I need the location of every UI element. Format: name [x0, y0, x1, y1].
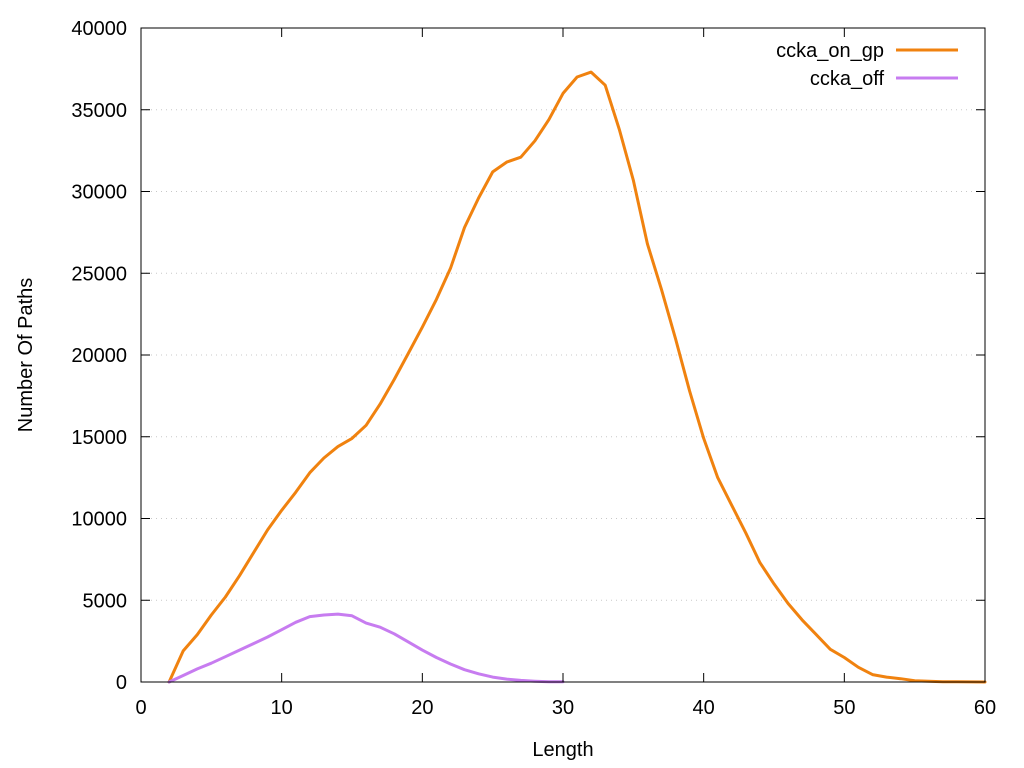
x-tick-label: 50 — [833, 697, 855, 719]
y-tick-label: 10000 — [71, 509, 127, 531]
plot-frame — [140, 27, 986, 683]
y-tick-label: 20000 — [71, 345, 127, 367]
x-tick-label: 40 — [693, 697, 715, 719]
x-axis-label: Length — [532, 739, 593, 761]
series-line-ccka_on_gp — [167, 70, 987, 684]
axis-ticks: 0 5000 10000 15000 20000 25000 30000 35000 40000… — [71, 18, 996, 719]
x-tick-label: 60 — [974, 697, 996, 719]
y-tick-label: 0 — [116, 672, 127, 694]
y-tick-label: 15000 — [71, 427, 127, 449]
y-tick-label: 30000 — [71, 182, 127, 204]
x-tick-label: 20 — [411, 697, 433, 719]
legend-label: ccka_on_gp — [776, 40, 884, 62]
y-tick-label: 35000 — [71, 100, 127, 122]
grid-lines — [141, 109, 985, 601]
plot-series — [167, 70, 987, 684]
y-tick-label: 25000 — [71, 263, 127, 285]
legend-label: ccka_off — [810, 68, 885, 90]
series-line-ccka_off — [167, 612, 565, 684]
x-tick-label: 10 — [271, 697, 293, 719]
y-tick-label: 5000 — [83, 590, 128, 612]
y-tick-label: 40000 — [71, 18, 127, 40]
x-tick-label: 30 — [552, 697, 574, 719]
legend: ccka_on_gp ccka_off — [776, 40, 958, 90]
y-axis-label: Number Of Paths — [15, 278, 37, 433]
x-tick-label: 0 — [135, 697, 146, 719]
